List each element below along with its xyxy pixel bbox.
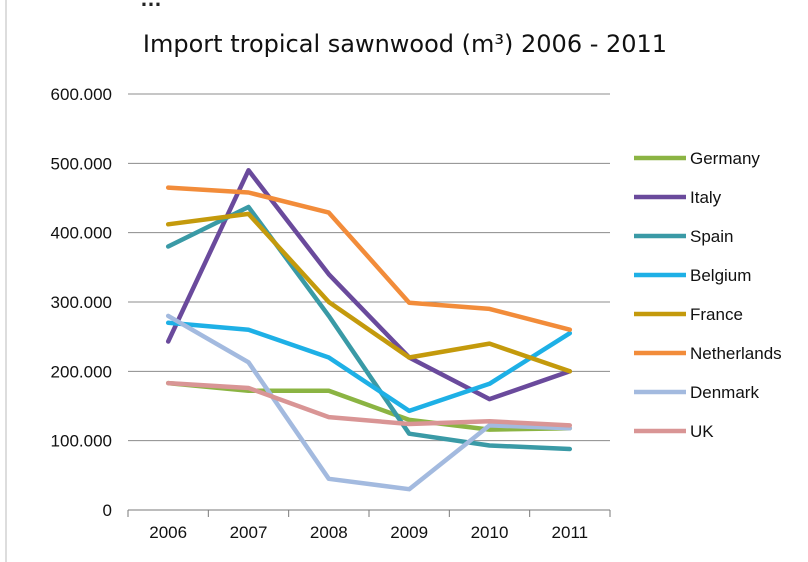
legend-label: Denmark [690,383,759,402]
series-line-belgium [165,320,573,414]
legend-label: Italy [690,188,722,207]
series-lines [165,168,573,492]
legend-label: Netherlands [690,344,782,363]
cropped-header-text: … [140,0,162,11]
y-axis: 0 100.000 200.000 300.000 400.000 500.000 600.… [51,85,112,520]
legend-label: Belgium [690,266,751,285]
y-tick-label: 300.000 [51,293,112,312]
x-tick-label: 2008 [310,523,348,542]
series-line-france [165,211,573,374]
series-line-netherlands [165,185,573,332]
y-tick-label: 500.000 [51,154,112,173]
legend-label: Spain [690,227,733,246]
y-tick-label: 400.000 [51,224,112,243]
x-tick-label: 2009 [390,523,428,542]
legend: Germany Italy Spain Belgium France Netherland… [634,149,782,441]
x-tick-label: 2010 [471,523,509,542]
y-tick-label: 0 [103,501,112,520]
chart-title: Import tropical sawnwood (m³) 2006 - 201… [143,30,667,58]
series-line-italy [165,168,573,402]
x-tick-label: 2006 [149,523,187,542]
y-tick-label: 100.000 [51,432,112,451]
series-line-denmark [165,313,573,492]
y-tick-label: 200.000 [51,362,112,381]
legend-label: UK [690,422,714,441]
x-axis: 2006 2007 2008 2009 2010 2011 [127,509,611,542]
legend-label: Germany [690,149,760,168]
legend-label: France [690,305,743,324]
y-tick-label: 600.000 [51,85,112,104]
x-tick-label: 2011 [552,523,589,542]
series-line-uk [165,380,573,428]
x-tick-label: 2007 [230,523,268,542]
gridlines [128,93,610,442]
